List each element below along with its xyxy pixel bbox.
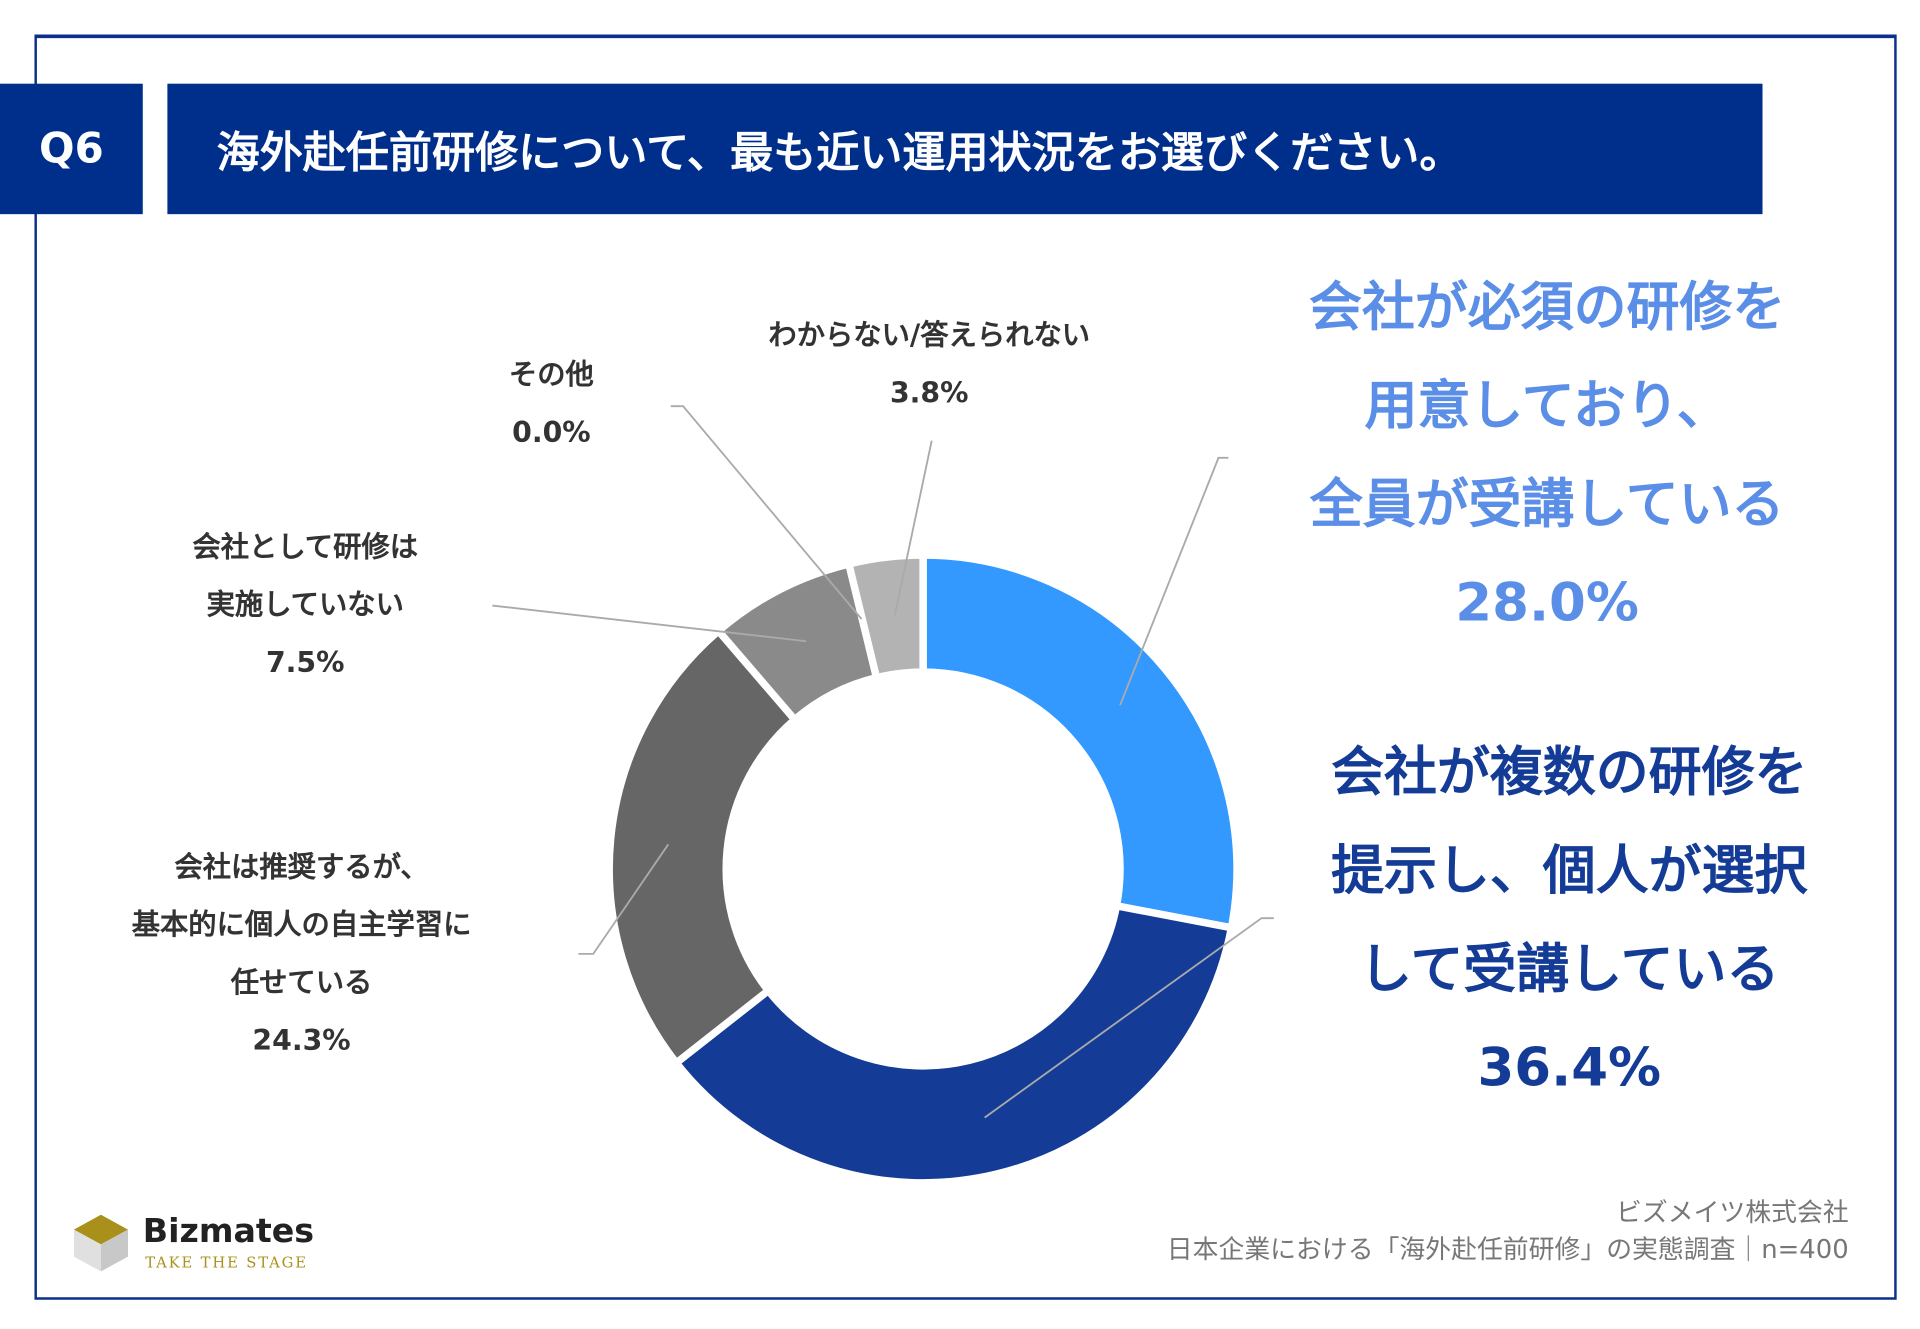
donut-slice [671, 901, 1236, 1187]
slice-label: 会社は推奨するが、基本的に個人の自主学習に 任せている 24.3% [132, 839, 472, 1070]
leader-line [492, 604, 807, 643]
logo-name: Bizmates [142, 1212, 315, 1251]
slice-label: 会社として研修は 実施していない 7.5% [192, 519, 418, 693]
slice-label-line: 用意しており、 [1364, 375, 1730, 437]
source-survey: 日本企業における「海外赴任前研修」の実態調査｜n=400 [1166, 1234, 1849, 1265]
slice-value: 3.8% [889, 377, 969, 410]
slice-value: 36.4% [1477, 1037, 1662, 1100]
slice-label-line: 提示し、個人が選択 [1331, 840, 1808, 903]
leader-line [984, 917, 1274, 1119]
slice-label-line: その他 [508, 359, 594, 392]
question-number: Q6 [0, 83, 143, 215]
slice-label-line: 会社は推奨するが、 [174, 851, 429, 884]
slice-label-line: わからない/答えられない [768, 320, 1091, 353]
slice-label: その他 0.0% [509, 347, 594, 463]
logo-cube-icon [73, 1214, 129, 1272]
slice-value: 7.5% [265, 647, 345, 680]
slice-label-line: して受講している [1359, 939, 1780, 1001]
leader-line [578, 843, 670, 955]
slice-label: わからない/答えられない 3.8% [768, 308, 1090, 424]
leader-line [893, 440, 933, 616]
donut-slice [605, 625, 800, 1069]
source-company: ビズメイツ株式会社 [1616, 1197, 1849, 1228]
question-title: 海外赴任前研修について、最も近い運用状況をお選びください。 [167, 83, 1763, 215]
donut-slice [844, 551, 927, 683]
frame-border [34, 34, 1897, 1300]
source-note: ビズメイツ株式会社 日本企業における「海外赴任前研修」の実態調査｜n=400 [1167, 1194, 1849, 1268]
logo-tagline: TAKE THE STAGE [145, 1254, 308, 1272]
slice-label-line: 実施していない [206, 589, 404, 622]
slice-label-line: 会社が複数の研修を [1331, 742, 1808, 804]
slice-value: 24.3% [252, 1025, 351, 1058]
slice-value: 0.0% [512, 417, 591, 450]
slice-value: 28.0% [1455, 572, 1639, 634]
slice-label-line: 任せている [230, 967, 373, 1000]
slice-label: 会社が複数の研修を 提示し、個人が選択 して受講している 36.4% [1331, 724, 1807, 1118]
donut-slice [919, 551, 1241, 933]
slice-label-line: 全員が受講している [1309, 473, 1785, 536]
leader-line [670, 405, 863, 620]
slice-label: 会社が必須の研修を 用意しており、 全員が受講している 28.0% [1309, 258, 1785, 652]
slice-label-line: 会社が必須の研修を [1308, 276, 1786, 339]
slice-label-line: 基本的に個人の自主学習に [131, 909, 472, 942]
leader-line [1119, 456, 1229, 706]
slice-label-line: 会社として研修は [192, 531, 419, 564]
